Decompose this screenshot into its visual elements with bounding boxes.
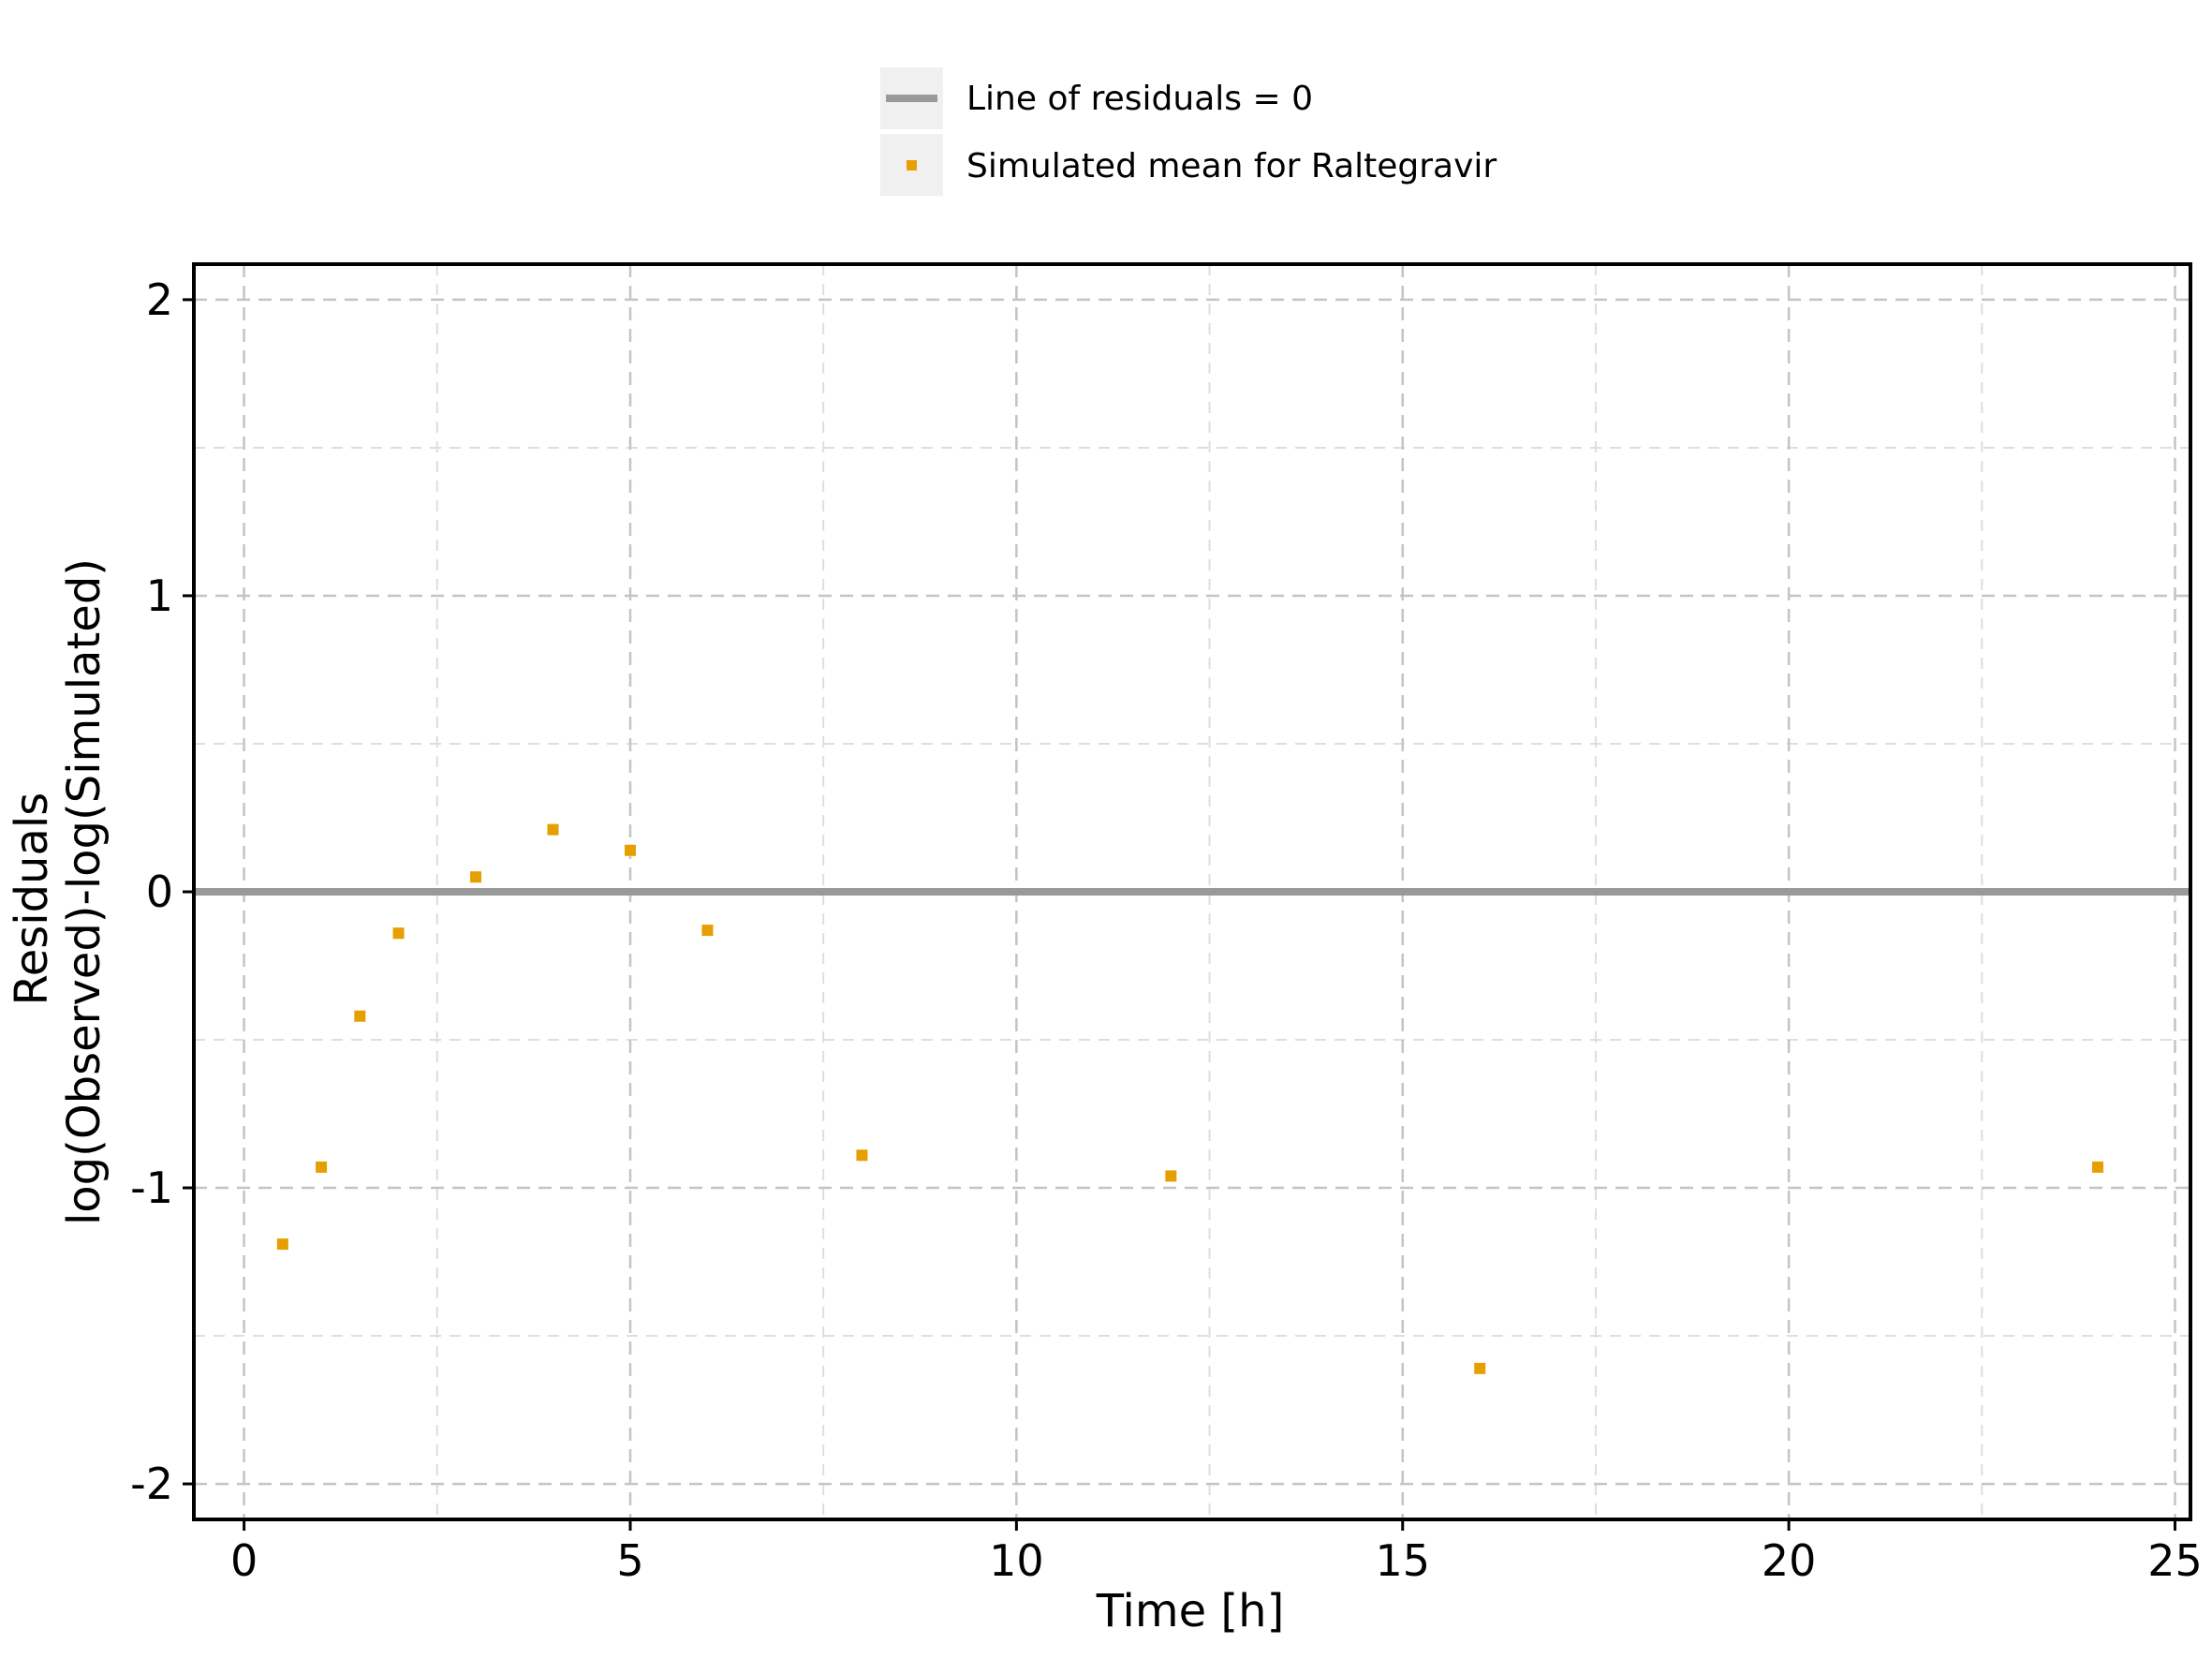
data-point	[624, 844, 636, 856]
x-tick-label: 5	[616, 1535, 643, 1586]
x-tick-label: 15	[1375, 1535, 1430, 1586]
data-points	[276, 823, 2104, 1374]
data-point	[2092, 1161, 2104, 1173]
data-point	[470, 871, 482, 883]
legend-label-reference-line: Line of residuals = 0	[966, 80, 1313, 118]
x-tick-label: 0	[230, 1535, 258, 1586]
data-point	[856, 1149, 868, 1162]
data-point	[316, 1161, 328, 1173]
axis-ticks	[183, 298, 2177, 1531]
data-point	[1474, 1362, 1486, 1374]
data-point	[392, 927, 405, 940]
y-axis-title-line-2: log(Observed)-log(Simulated)	[58, 558, 111, 1225]
data-point	[547, 823, 559, 836]
x-tick-label: 10	[989, 1535, 1044, 1586]
y-axis-title: Residuals log(Observed)-log(Simulated)	[6, 558, 111, 1225]
data-point	[701, 925, 714, 937]
y-tick-label: 0	[146, 867, 173, 917]
y-axis-title-line-1: Residuals	[6, 792, 58, 1006]
x-axis-title: Time [h]	[1096, 1585, 1285, 1637]
y-tick-label: -1	[130, 1163, 173, 1213]
y-tick-label: 1	[146, 570, 173, 621]
data-point	[1165, 1170, 1177, 1182]
legend-label-series: Simulated mean for Raltegravir	[966, 147, 1497, 185]
legend: Line of residuals = 0 Simulated mean for…	[880, 67, 1497, 196]
x-tick-label: 20	[1762, 1535, 1817, 1586]
y-tick-label: -2	[130, 1459, 173, 1509]
x-tick-label: 25	[2147, 1535, 2203, 1586]
data-point	[276, 1238, 288, 1251]
data-point	[354, 1010, 366, 1022]
legend-series-marker	[907, 160, 917, 170]
y-tick-label: 2	[146, 274, 173, 325]
